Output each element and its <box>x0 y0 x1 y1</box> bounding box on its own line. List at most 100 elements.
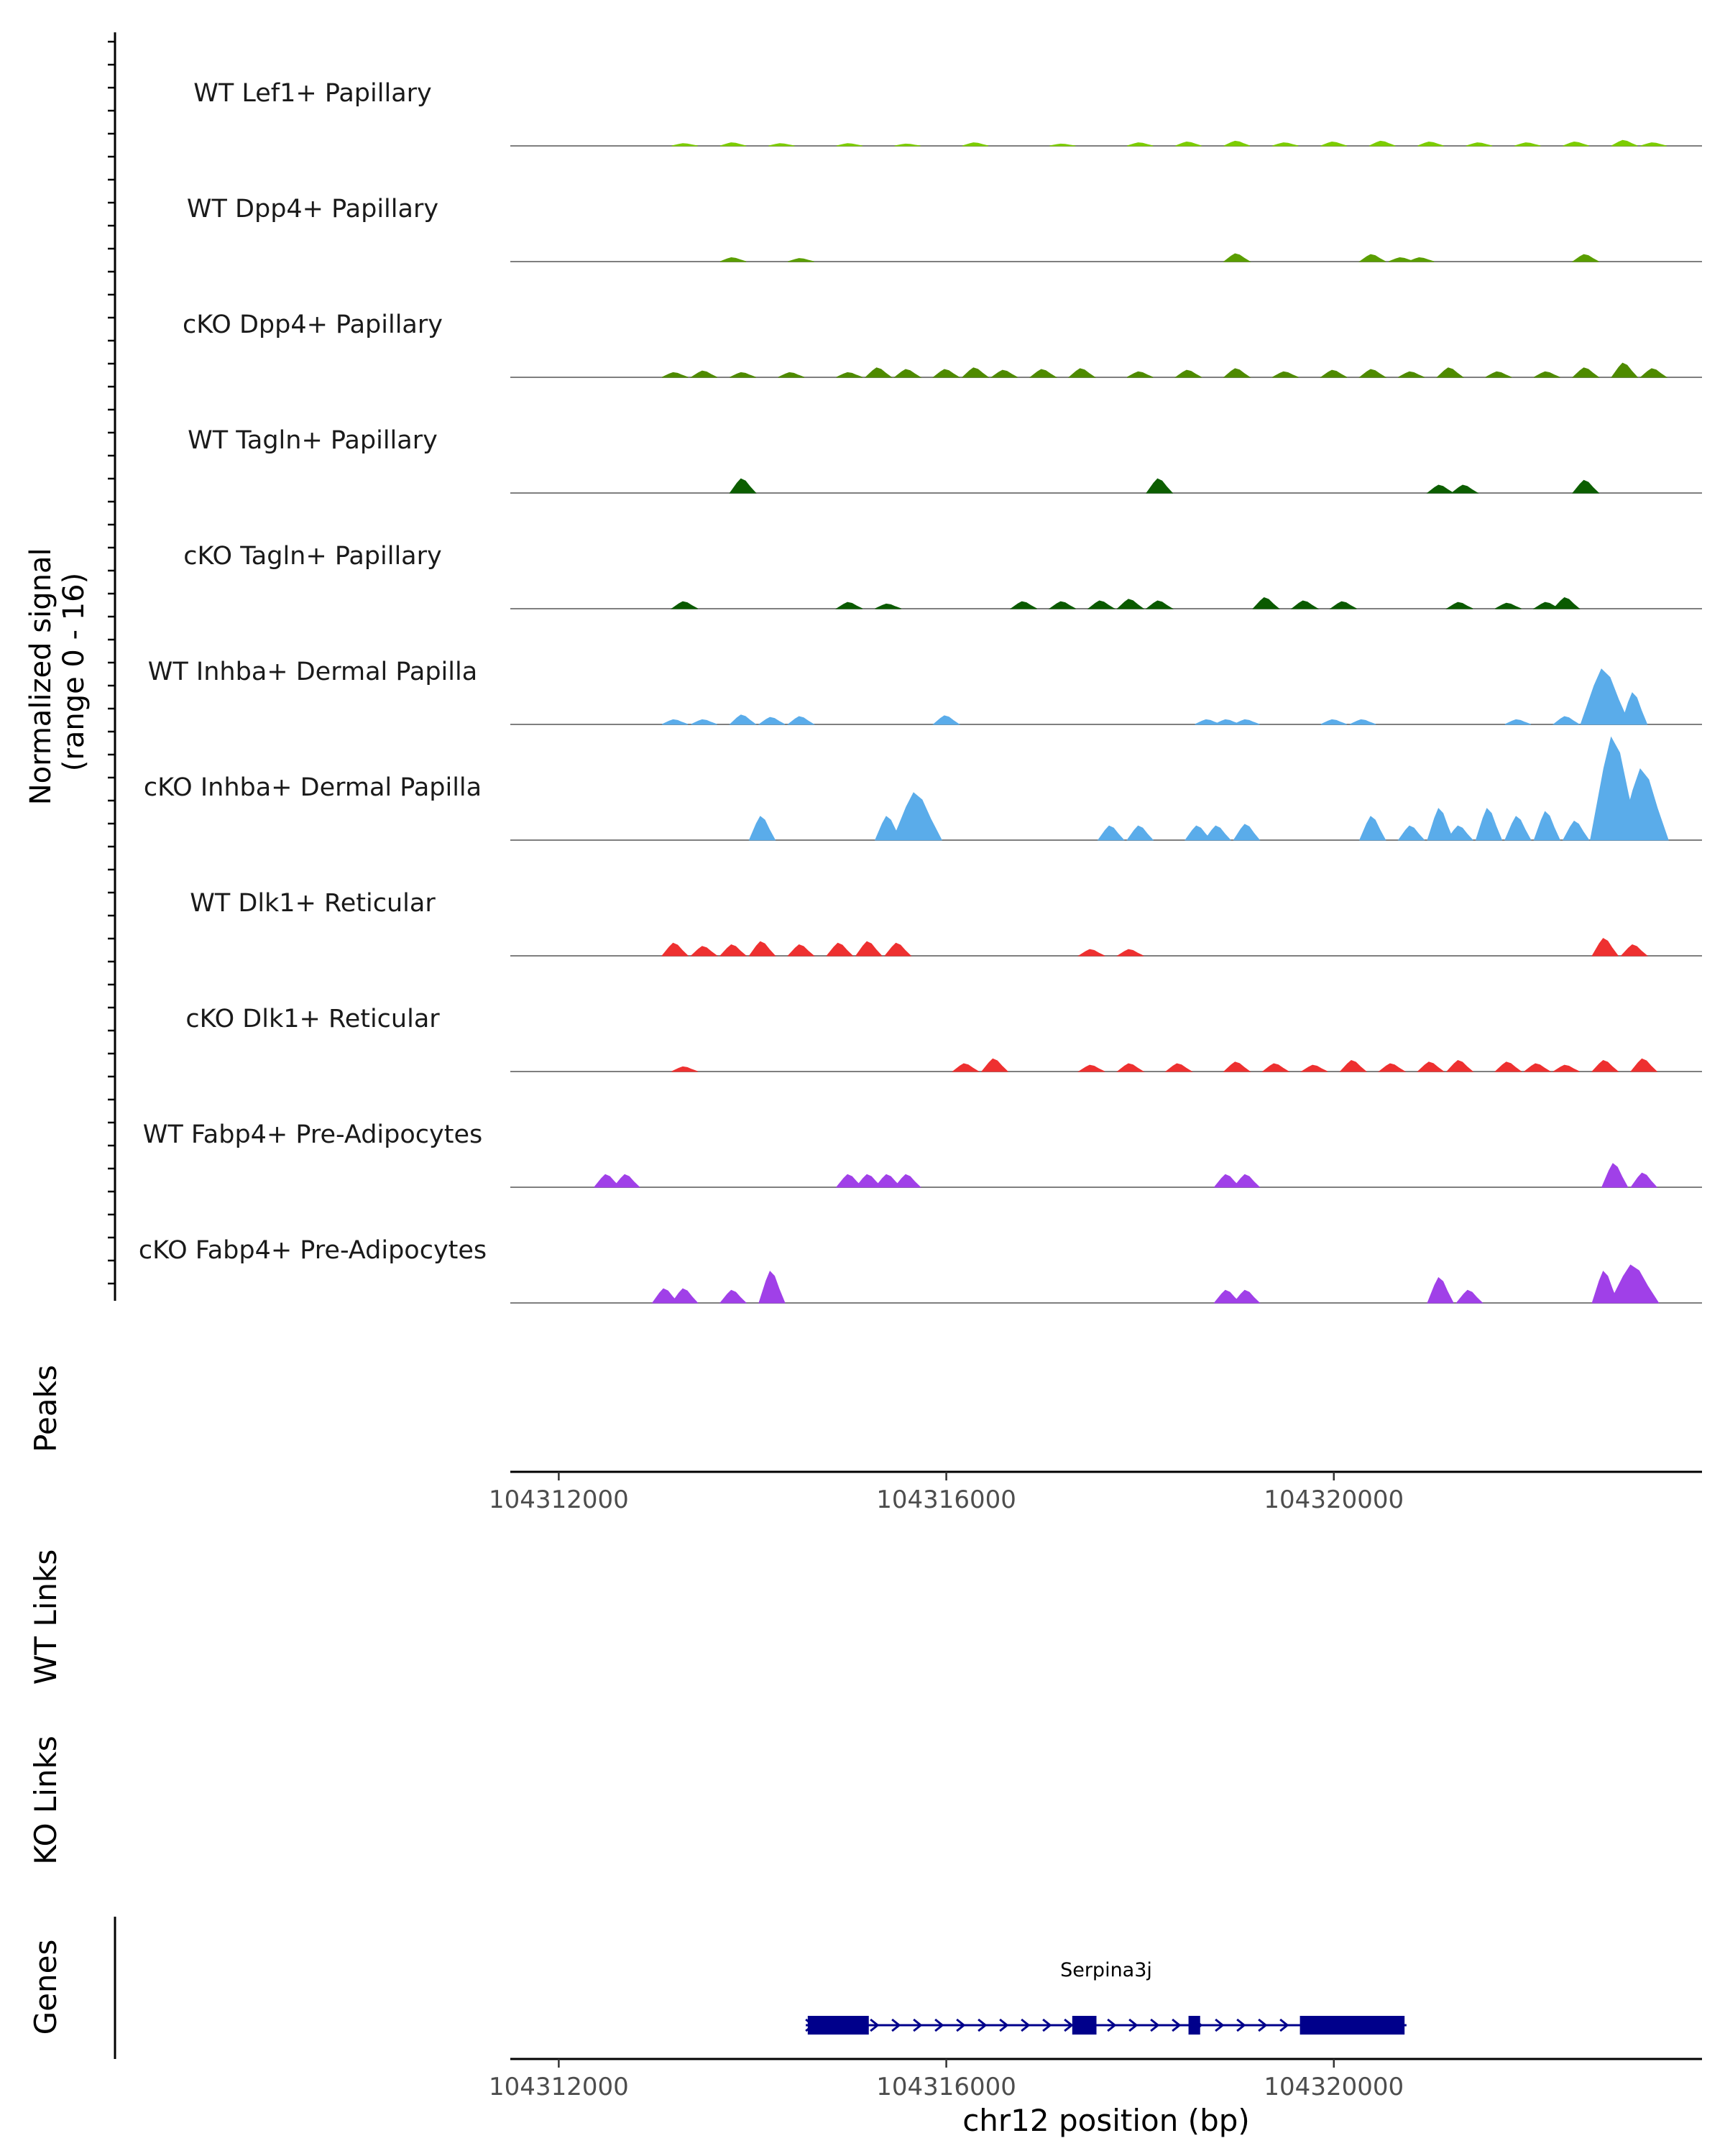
coverage-peak <box>730 372 756 378</box>
coverage-peak <box>1146 478 1174 494</box>
ko-links-panel-label: KO Links <box>28 1736 63 1865</box>
coverage-peak <box>719 944 748 957</box>
y-axis-title: Normalized signal (range 0 - 16) <box>24 539 91 806</box>
coverage-peak <box>1552 1064 1580 1072</box>
coverage-peak <box>612 1174 640 1188</box>
coverage-peak <box>691 719 717 725</box>
x-axis-tick-label: 104316000 <box>876 1485 1016 1514</box>
coverage-peak <box>1639 368 1668 378</box>
coverage-peak <box>1407 257 1435 262</box>
track-label: cKO Dpp4+ Papillary <box>183 310 443 339</box>
coverage-peak <box>961 367 990 378</box>
coverage-peak <box>690 946 719 957</box>
coverage-peak <box>1009 601 1037 609</box>
coverage-peak <box>1320 141 1347 147</box>
track-8: cKO Dlk1+ Reticular <box>185 1005 1702 1072</box>
coverage-peak <box>1514 142 1541 147</box>
coverage-peak <box>864 367 893 378</box>
strand-arrow <box>934 2018 944 2032</box>
coverage-peak <box>1223 368 1251 378</box>
coverage-peak <box>1077 949 1105 957</box>
coverage-peak <box>689 370 717 378</box>
coverage-peak <box>1174 369 1202 378</box>
strand-arrow <box>1107 2018 1117 2032</box>
coverage-peak <box>1591 938 1619 957</box>
coverage-peak <box>1145 600 1174 609</box>
coverage-peak <box>836 143 862 147</box>
coverage-peak <box>1504 816 1532 841</box>
coverage-peak <box>1552 597 1581 609</box>
coverage-peak <box>1427 1277 1454 1304</box>
x-axis-title: chr12 position (bp) <box>962 2103 1250 2138</box>
coverage-peak <box>1523 1063 1552 1072</box>
coverage-peak <box>1609 1264 1660 1304</box>
strand-arrow <box>1215 2018 1225 2032</box>
track-label: WT Lef1+ Papillary <box>193 79 432 108</box>
coverage-peak <box>1049 143 1076 147</box>
coverage-peak <box>1534 371 1560 378</box>
coverage-peak <box>1320 369 1348 378</box>
track-label: cKO Tagln+ Papillary <box>183 542 442 571</box>
coverage-peak <box>778 372 805 378</box>
coverage-peak <box>1048 601 1076 609</box>
coverage-peak <box>1445 602 1473 609</box>
x-axis-tick-label: 104312000 <box>489 2073 629 2101</box>
coverage-peak <box>729 714 758 725</box>
coverage-peak <box>1436 367 1465 378</box>
genes-panel-label: Genes <box>28 1940 63 2035</box>
strand-arrow <box>1128 2018 1138 2032</box>
track-label: WT Inhba+ Dermal Papilla <box>148 658 477 686</box>
coverage-peak <box>1233 824 1261 841</box>
gene-exon <box>1072 2016 1097 2035</box>
coverage-peak <box>1349 719 1376 725</box>
coverage-peak <box>1620 944 1648 957</box>
coverage-peak <box>893 369 922 378</box>
coverage-tracks: WT Lef1+ Papillary WT Dpp4+ Papillary cKO … <box>139 79 1702 1304</box>
strand-arrow <box>913 2018 923 2032</box>
coverage-peak <box>884 942 912 957</box>
x-axis-tick-label: 104320000 <box>1264 2073 1404 2101</box>
coverage-peak <box>1378 1063 1407 1072</box>
coverage-peak <box>1320 719 1347 725</box>
coverage-peak <box>1494 1061 1522 1072</box>
coverage-peak <box>932 369 961 378</box>
coverage-peak <box>1601 1163 1629 1188</box>
track-label: cKO Dlk1+ Reticular <box>185 1005 440 1033</box>
coverage-peak <box>671 1288 699 1304</box>
track-10: cKO Fabp4+ Pre-Adipocytes <box>139 1236 1702 1304</box>
coverage-peak <box>1329 601 1357 609</box>
coverage-peak <box>1620 692 1648 725</box>
coverage-peak <box>1417 141 1444 147</box>
coverage-peak <box>1300 1064 1328 1072</box>
track-7: WT Dlk1+ Reticular <box>190 889 1702 957</box>
coverage-peak <box>671 1066 698 1072</box>
coverage-peak <box>1127 142 1154 147</box>
coverage-peak <box>768 143 795 147</box>
coverage-peak <box>1571 367 1600 378</box>
coverage-peak <box>1116 599 1145 609</box>
coverage-peak <box>1339 1060 1368 1072</box>
coverage-peak <box>661 719 689 725</box>
coverage-peak <box>1619 768 1669 841</box>
coverage-peak <box>962 142 989 147</box>
coverage-peak <box>1591 1060 1619 1072</box>
strand-arrow <box>1172 2018 1182 2032</box>
gene-exon <box>1300 2016 1405 2035</box>
track-5: WT Inhba+ Dermal Papilla <box>148 658 1702 725</box>
coverage-peak <box>729 478 757 494</box>
coverage-peak <box>1164 1063 1193 1072</box>
coverage-peak <box>1466 142 1493 147</box>
strand-arrow <box>1064 2018 1074 2032</box>
coverage-peak <box>1580 668 1630 725</box>
track-label: cKO Fabp4+ Pre-Adipocytes <box>139 1236 487 1265</box>
coverage-peak <box>1272 371 1299 378</box>
coverage-peak <box>835 602 863 609</box>
track-2: cKO Dpp4+ Papillary <box>183 310 1702 378</box>
coverage-peak <box>1427 808 1454 841</box>
coverage-peak <box>952 1063 980 1072</box>
genes-x-axis-ticks: 104312000 104316000 104320000 <box>489 2059 1404 2101</box>
coverage-peak <box>1077 1064 1105 1072</box>
coverage-peak <box>1087 600 1116 609</box>
coverage-peak <box>875 603 901 609</box>
coverage-peak <box>1067 368 1096 378</box>
